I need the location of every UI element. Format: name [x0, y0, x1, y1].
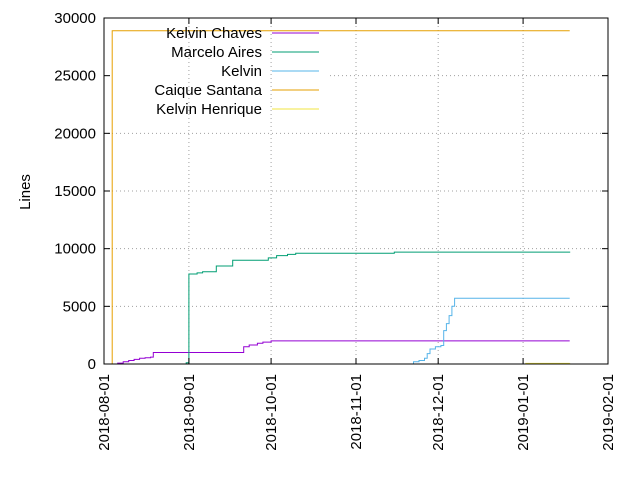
legend-layer: Kelvin Chaves Marcelo Aires Kelvin Caique S… [154, 25, 319, 118]
x-tick-label: 2019-01-01 [515, 374, 532, 451]
x-tick-label: 2018-10-01 [263, 374, 280, 451]
y-tick-label: 20000 [54, 125, 96, 142]
legend-label-3: Caique Santana [154, 82, 262, 99]
legend-label-1: Marcelo Aires [171, 44, 262, 61]
x-tick-label: 2018-09-01 [181, 374, 198, 451]
legend-label-0: Kelvin Chaves [166, 25, 262, 42]
y-tick-label: 0 [88, 356, 96, 373]
y-tick-label: 25000 [54, 68, 96, 85]
ticks-layer: 0 5000 10000 15000 20000 25000 30000 2018-08-01… [54, 10, 617, 451]
legend-label-4: Kelvin Henrique [156, 101, 262, 118]
x-tick-label: 2019-02-01 [600, 374, 617, 451]
series-line-1 [178, 251, 571, 365]
x-tick-label: 2018-08-01 [96, 374, 113, 451]
y-tick-label: 10000 [54, 241, 96, 258]
series-line-2 [408, 297, 570, 365]
y-tick-label: 30000 [54, 10, 96, 27]
x-tick-label: 2018-11-01 [348, 374, 365, 450]
y-axis-title: Lines [17, 174, 34, 210]
grid-layer [104, 18, 608, 364]
series-line-3 [111, 30, 570, 364]
legend-label-2: Kelvin [221, 63, 262, 80]
x-tick-label: 2018-12-01 [430, 374, 447, 451]
series-layer [111, 30, 571, 365]
y-tick-label: 15000 [54, 183, 96, 200]
series-line-0 [112, 340, 570, 365]
y-tick-label: 5000 [63, 298, 96, 315]
